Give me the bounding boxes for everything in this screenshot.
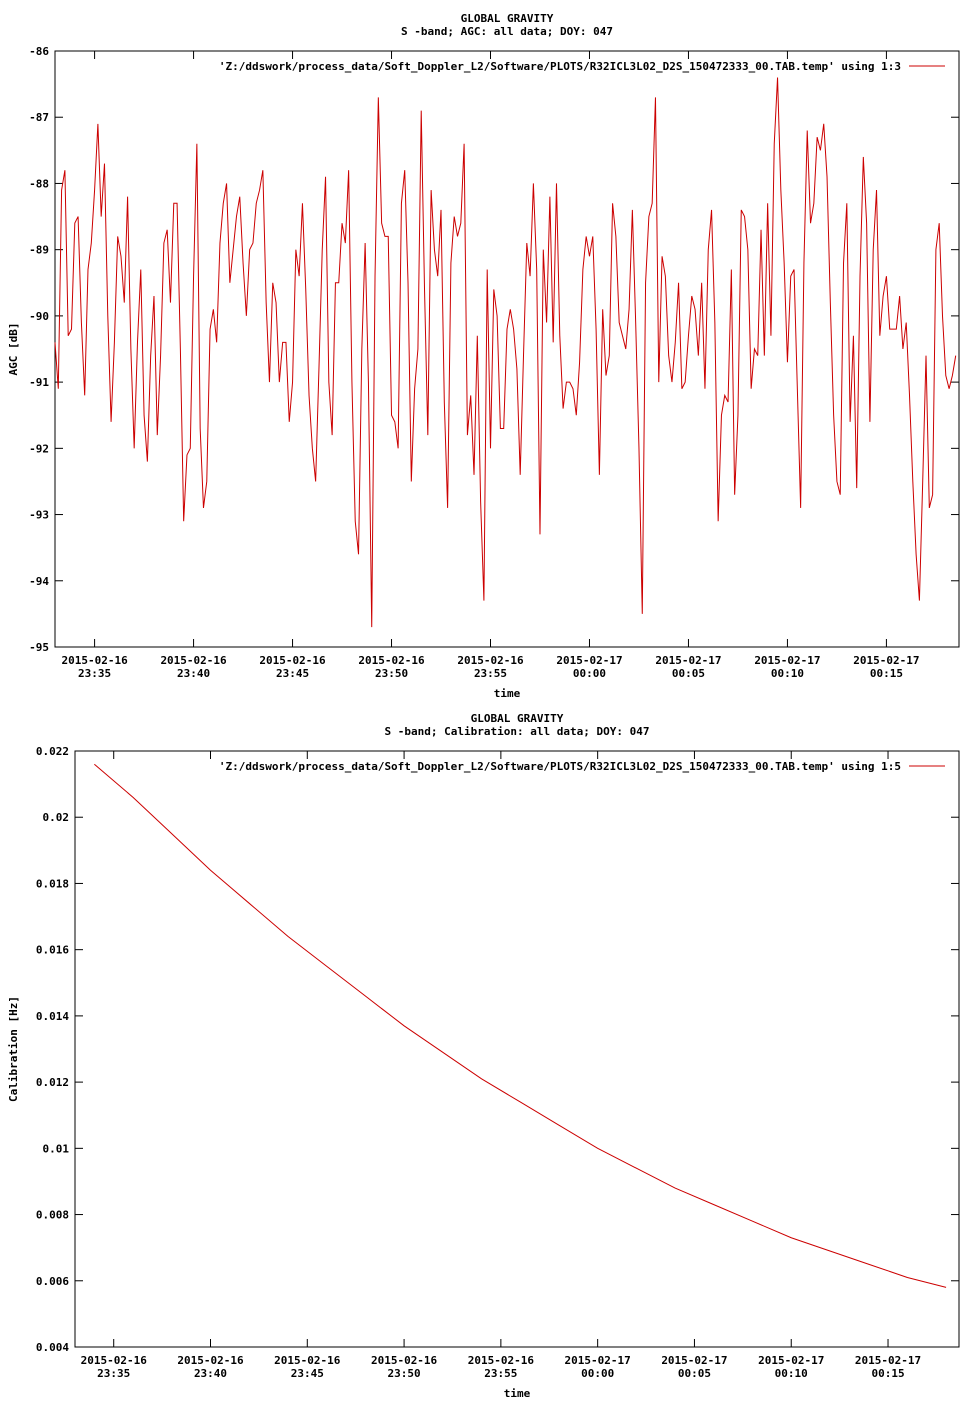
x-tick-time-label: 00:00	[581, 1367, 614, 1380]
legend-label: 'Z:/ddswork/process_data/Soft_Doppler_L2…	[219, 760, 901, 773]
x-tick-time-label: 00:10	[775, 1367, 808, 1380]
x-tick-time-label: 00:05	[678, 1367, 711, 1380]
x-tick-time-label: 23:50	[388, 1367, 421, 1380]
x-tick-date-label: 2015-02-16	[177, 1354, 244, 1367]
y-tick-label: 0.01	[43, 1142, 70, 1155]
y-tick-label: -89	[29, 244, 49, 257]
y-tick-label: -92	[29, 442, 49, 455]
x-tick-date-label: 2015-02-17	[661, 1354, 727, 1367]
y-tick-label: -94	[29, 575, 49, 588]
y-tick-label: 0.004	[36, 1341, 69, 1354]
chart-subtitle: S -band; AGC: all data; DOY: 047	[401, 25, 613, 38]
x-tick-date-label: 2015-02-17	[855, 1354, 921, 1367]
x-tick-date-label: 2015-02-17	[655, 654, 721, 667]
x-tick-time-label: 23:50	[375, 667, 408, 680]
x-tick-date-label: 2015-02-16	[160, 654, 227, 667]
x-tick-date-label: 2015-02-16	[61, 654, 128, 667]
x-tick-time-label: 23:35	[78, 667, 111, 680]
x-axis-label: time	[504, 1387, 531, 1400]
y-tick-label: -88	[29, 177, 49, 190]
x-tick-date-label: 2015-02-17	[853, 654, 919, 667]
y-tick-label: -91	[29, 376, 49, 389]
series-line-1	[94, 763, 947, 1288]
y-tick-label: -86	[29, 45, 49, 58]
x-tick-time-label: 00:15	[871, 1367, 904, 1380]
x-tick-time-label: 23:55	[484, 1367, 517, 1380]
plot-frame	[54, 50, 960, 648]
x-tick-date-label: 2015-02-16	[457, 654, 524, 667]
chart-subtitle: S -band; Calibration: all data; DOY: 047	[385, 725, 650, 738]
chart-title: GLOBAL GRAVITY	[461, 12, 554, 25]
chart-title: GLOBAL GRAVITY	[471, 712, 564, 725]
x-tick-time-label: 00:10	[771, 667, 804, 680]
x-tick-date-label: 2015-02-16	[259, 654, 326, 667]
y-tick-label: 0.016	[36, 944, 69, 957]
y-tick-label: -90	[29, 310, 49, 323]
y-tick-label: 0.008	[36, 1209, 69, 1222]
y-axis-label: AGC [dB]	[7, 323, 20, 376]
x-tick-time-label: 00:00	[573, 667, 606, 680]
x-tick-date-label: 2015-02-16	[81, 1354, 148, 1367]
x-tick-date-label: 2015-02-16	[468, 1354, 535, 1367]
x-tick-date-label: 2015-02-17	[758, 1354, 824, 1367]
x-tick-time-label: 23:45	[291, 1367, 324, 1380]
plot-frame	[74, 750, 960, 1348]
y-tick-label: 0.012	[36, 1076, 69, 1089]
x-tick-time-label: 23:45	[276, 667, 309, 680]
y-tick-label: -95	[29, 641, 49, 654]
y-tick-label: 0.014	[36, 1010, 69, 1023]
y-tick-label: -93	[29, 509, 49, 522]
y-tick-label: -87	[29, 111, 49, 124]
legend-label: 'Z:/ddswork/process_data/Soft_Doppler_L2…	[219, 60, 901, 73]
x-tick-time-label: 23:40	[177, 667, 210, 680]
x-tick-time-label: 23:55	[474, 667, 507, 680]
y-tick-label: 0.02	[43, 811, 70, 824]
y-axis-label: Calibration [Hz]	[7, 996, 20, 1102]
x-axis-label: time	[494, 687, 521, 700]
x-tick-date-label: 2015-02-17	[565, 1354, 631, 1367]
y-tick-label: 0.018	[36, 877, 69, 890]
x-tick-time-label: 00:05	[672, 667, 705, 680]
y-tick-label: 0.006	[36, 1275, 69, 1288]
x-tick-date-label: 2015-02-16	[371, 1354, 438, 1367]
x-tick-time-label: 23:35	[97, 1367, 130, 1380]
x-tick-date-label: 2015-02-17	[754, 654, 820, 667]
x-tick-date-label: 2015-02-16	[358, 654, 425, 667]
series-line-1	[54, 77, 957, 628]
y-tick-label: 0.022	[36, 745, 69, 758]
x-tick-time-label: 00:15	[870, 667, 903, 680]
x-tick-time-label: 23:40	[194, 1367, 227, 1380]
x-tick-date-label: 2015-02-17	[556, 654, 622, 667]
x-tick-date-label: 2015-02-16	[274, 1354, 341, 1367]
